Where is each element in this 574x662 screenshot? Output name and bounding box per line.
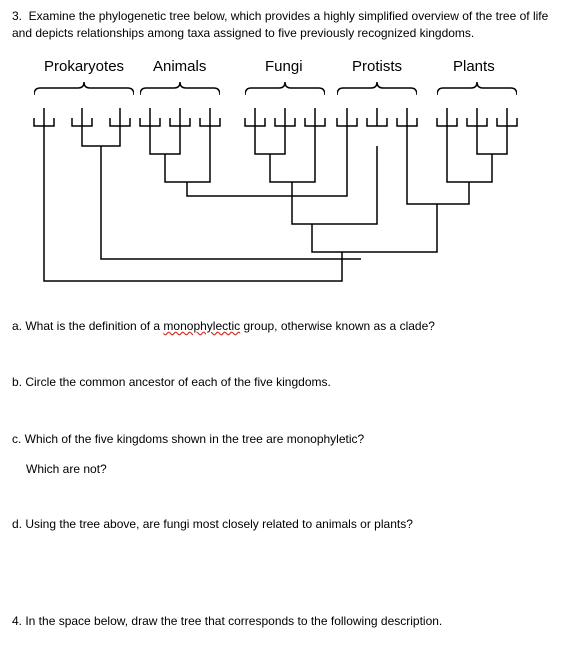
question-3-prompt: 3. Examine the phylogenetic tree below, … — [12, 8, 562, 42]
subquestion-c: c. Which of the five kingdoms shown in t… — [12, 431, 562, 448]
brace-animals — [140, 82, 220, 96]
subq-a-misspelling: monophylectic — [163, 319, 240, 333]
subquestion-d: d. Using the tree above, are fungi most … — [12, 516, 562, 533]
subquestion-c-followup: Which are not? — [26, 462, 562, 476]
label-protists: Protists — [352, 58, 402, 75]
subquestion-a: a. What is the definition of a monophyle… — [12, 318, 562, 335]
label-fungi: Fungi — [265, 58, 303, 75]
label-animals: Animals — [153, 58, 206, 75]
subq-a-pre: a. What is the definition of a — [12, 319, 163, 333]
brace-protists — [337, 82, 417, 96]
tree-diagram-svg — [12, 108, 562, 303]
question-4-prompt: 4. In the space below, draw the tree tha… — [12, 613, 562, 630]
label-prokaryotes: Prokaryotes — [44, 58, 124, 75]
brace-plants — [437, 82, 517, 96]
phylogenetic-tree: Prokaryotes Animals Fungi Protists Plant… — [12, 58, 562, 298]
label-plants: Plants — [453, 58, 495, 75]
subquestion-b: b. Circle the common ancestor of each of… — [12, 374, 562, 391]
brace-prokaryotes — [34, 82, 134, 96]
brace-fungi — [245, 82, 325, 96]
subq-a-post: group, otherwise known as a clade? — [240, 319, 435, 333]
